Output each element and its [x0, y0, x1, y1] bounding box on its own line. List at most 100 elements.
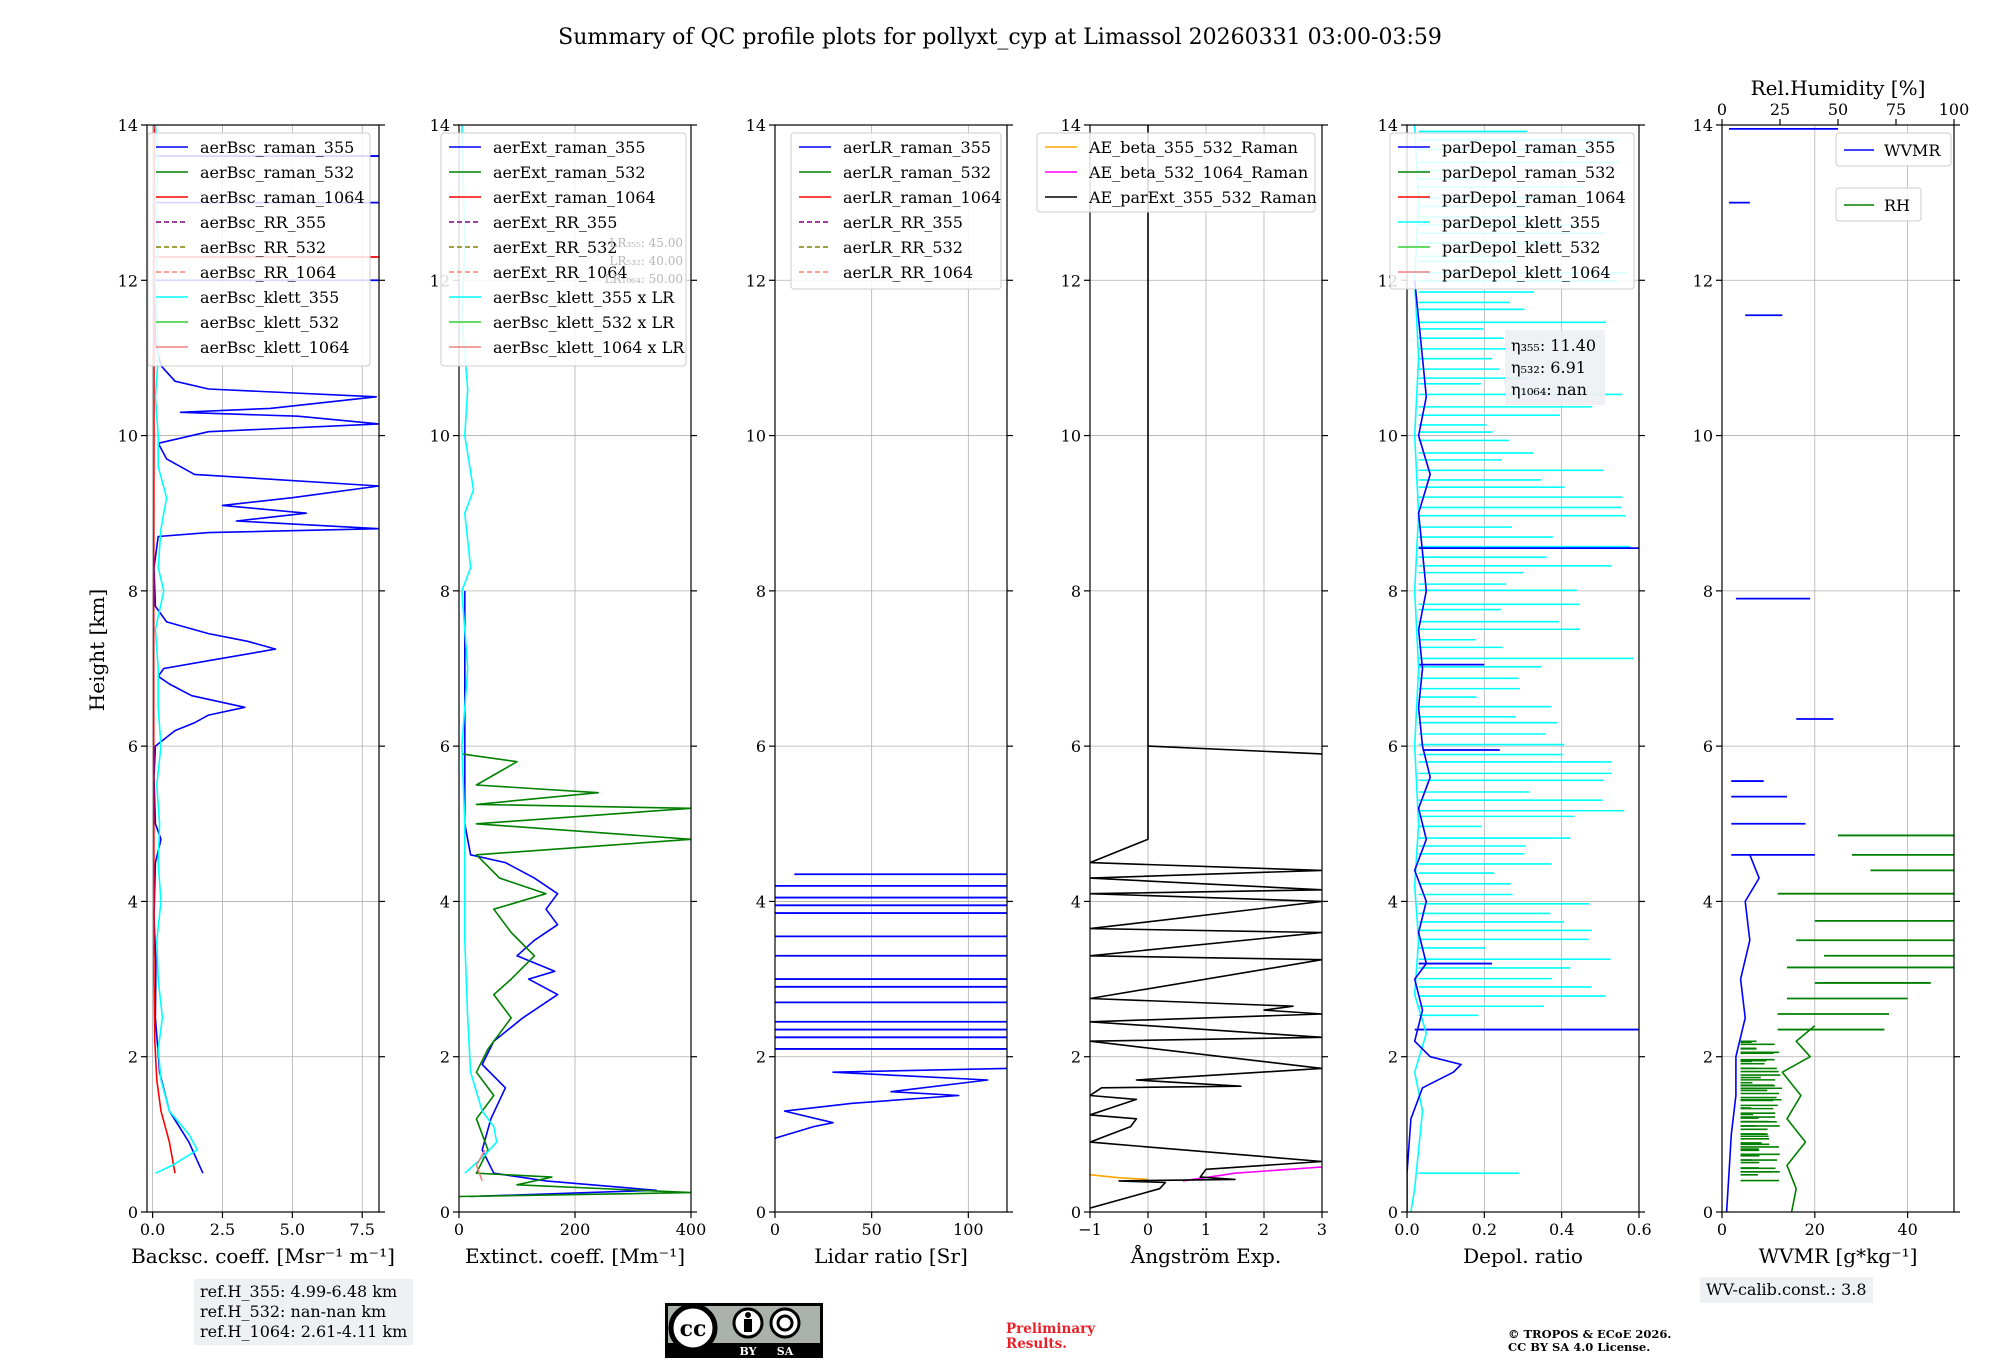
x-tick-label-lr-2: 100 [953, 1220, 984, 1239]
preliminary-line-2: Results. [1006, 1336, 1067, 1352]
x-tick-label-depol-3: 0.6 [1626, 1220, 1651, 1239]
eta-note-2: η₁₀₆₄: nan [1511, 380, 1587, 399]
y-tick-label-lr-5: 10 [746, 427, 766, 446]
x-tick-label-ae-4: 3 [1317, 1220, 1327, 1239]
x-tick-label-wv-1: 20 [1805, 1220, 1825, 1239]
legend-label-ext-5: aerExt_RR_1064 [493, 263, 628, 282]
x-tick-label-wv-2: 40 [1897, 1220, 1917, 1239]
legend-label-depol-4: parDepol_klett_532 [1442, 238, 1600, 257]
y-tick-label-ae-0: 0 [1071, 1203, 1081, 1222]
y-tick-label-depol-3: 6 [1388, 737, 1398, 756]
cc-circle-icon [668, 1303, 718, 1353]
series-AE_parExt_355_532_Raman [1090, 745, 1322, 1209]
legend-label-lr-3: aerLR_RR_355 [843, 213, 963, 232]
legend-box-wv-0 [1835, 132, 1952, 167]
x-tick-label-ae-1: 0 [1143, 1220, 1153, 1239]
y-tick-label-lr-6: 12 [746, 271, 766, 290]
legend-label-ext-1: aerExt_raman_532 [493, 163, 646, 182]
series-aerLR_raman_355 [775, 1067, 1007, 1139]
sa-share-icon [769, 1307, 801, 1339]
legend-label-bsc-2: aerBsc_raman_1064 [200, 188, 365, 207]
x-tick-label-ext-2: 400 [676, 1220, 707, 1239]
legend-label-ext-0: aerExt_raman_355 [493, 138, 646, 157]
y-tick-label-ae-1: 2 [1071, 1048, 1081, 1067]
series-AE_beta_532_1064_Raman [1182, 1166, 1322, 1182]
legend-label-depol-0: parDepol_raman_355 [1442, 138, 1615, 157]
legend-label-lr-5: aerLR_RR_1064 [843, 263, 973, 282]
y-tick-label-wv-3: 6 [1703, 737, 1713, 756]
top-tick-label-3: 75 [1886, 100, 1906, 119]
y-tick-label-ext-5: 10 [430, 427, 450, 446]
legend-label-wv-0: WVMR [1884, 141, 1941, 160]
y-tick-label-depol-1: 2 [1388, 1048, 1398, 1067]
x-tick-label-bsc-3: 7.5 [350, 1220, 375, 1239]
x-tick-label-ae-3: 2 [1259, 1220, 1269, 1239]
y-tick-label-ext-2: 4 [440, 892, 450, 911]
legend-label-bsc-4: aerBsc_RR_532 [200, 238, 326, 257]
series-aerBsc_raman_355 [153, 280, 379, 1174]
y-tick-label-depol-0: 0 [1388, 1203, 1398, 1222]
preliminary-note: Preliminary Results. [1006, 1322, 1095, 1352]
series-aerExt_raman_355 [463, 590, 658, 1198]
legend-label-ext-3: aerExt_RR_355 [493, 213, 617, 232]
cc-by-sa-logo[interactable]: cc BY SA [665, 1303, 823, 1358]
preliminary-line-1: Preliminary [1006, 1321, 1096, 1337]
y-tick-label-ext-1: 2 [440, 1048, 450, 1067]
legend-label-lr-1: aerLR_raman_532 [843, 163, 991, 182]
plot-area-lr [775, 873, 1007, 1139]
refh-355: ref.H_355: 4.99-6.48 km [200, 1282, 398, 1301]
top-tick-label-1: 25 [1770, 100, 1790, 119]
top-axis-label: Rel.Humidity [%] [1751, 76, 1926, 100]
legend-label-ext-6: aerBsc_klett_355 x LR [493, 288, 675, 307]
x-axis-label-depol: Depol. ratio [1463, 1244, 1583, 1268]
x-tick-label-ext-1: 200 [560, 1220, 591, 1239]
y-tick-label-wv-2: 4 [1703, 892, 1713, 911]
y-tick-label-wv-4: 8 [1703, 582, 1713, 601]
figure-title: Summary of QC profile plots for pollyxt_… [558, 25, 1442, 50]
legend-label-depol-5: parDepol_klett_1064 [1442, 263, 1611, 282]
y-tick-label-wv-0: 0 [1703, 1203, 1713, 1222]
x-axis-label-bsc: Backsc. coeff. [Msr⁻¹ m⁻¹] [131, 1244, 395, 1268]
series-aerBsc_raman_1064 [152, 125, 176, 1174]
y-tick-label-depol-5: 10 [1378, 427, 1398, 446]
series-aerExt_raman_532 [459, 753, 691, 1198]
sa-label: SA [777, 1345, 794, 1358]
y-axis-label: Height [km] [85, 589, 109, 711]
y-tick-label-bsc-1: 2 [128, 1048, 138, 1067]
legend-label-ext-2: aerExt_raman_1064 [493, 188, 656, 207]
eta-box [1505, 330, 1605, 405]
eta-note-0: η₃₅₅: 11.40 [1511, 336, 1596, 355]
legend-label-depol-3: parDepol_klett_355 [1442, 213, 1600, 232]
legend-label-bsc-0: aerBsc_raman_355 [200, 138, 354, 157]
y-tick-label-bsc-4: 8 [128, 582, 138, 601]
cc-mark: cc [680, 1316, 707, 1342]
x-axis-label-ext: Extinct. coeff. [Mm⁻¹] [465, 1244, 685, 1268]
y-tick-label-ext-0: 0 [440, 1203, 450, 1222]
y-tick-label-ae-7: 14 [1061, 116, 1081, 135]
y-tick-label-depol-7: 14 [1378, 116, 1398, 135]
legend-label-ext-4: aerExt_RR_532 [493, 238, 617, 257]
legend-label-depol-1: parDepol_raman_532 [1442, 163, 1615, 182]
y-tick-label-ae-6: 12 [1061, 271, 1081, 290]
series-AE_beta_355_532_Raman [1090, 1173, 1149, 1181]
y-tick-label-ae-4: 8 [1071, 582, 1081, 601]
y-tick-label-bsc-2: 4 [128, 892, 138, 911]
x-axis-label-ae: Ångström Exp. [1130, 1243, 1281, 1268]
y-tick-label-lr-7: 14 [746, 116, 766, 135]
y-tick-label-bsc-3: 6 [128, 737, 138, 756]
legend-label-lr-4: aerLR_RR_532 [843, 238, 963, 257]
x-tick-label-bsc-2: 5.0 [280, 1220, 305, 1239]
y-tick-label-lr-1: 2 [756, 1048, 766, 1067]
legend-box-bsc [147, 132, 371, 367]
refh-532: ref.H_532: nan-nan km [200, 1302, 387, 1321]
legend-box-ae [1036, 132, 1316, 213]
x-tick-label-depol-0: 0.0 [1394, 1220, 1419, 1239]
lr-note-1: LR₅₃₂: 40.00 [609, 254, 683, 268]
y-tick-label-lr-3: 6 [756, 737, 766, 756]
series-parDepol_raman_355 [1407, 280, 1462, 1212]
